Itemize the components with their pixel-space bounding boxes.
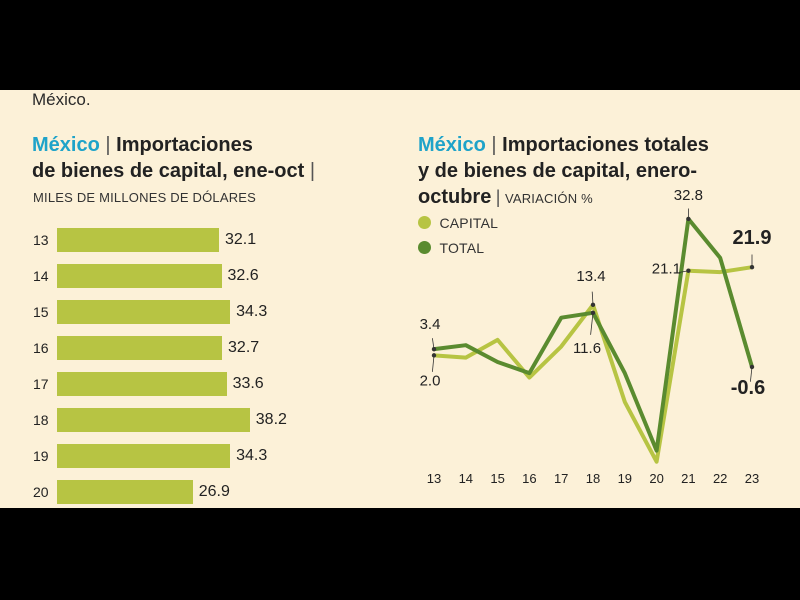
right-chart-title-line3: octubre | VARIACIÓN % xyxy=(418,184,593,210)
intro-text: México. xyxy=(32,90,91,109)
infographic-panel: México. México | Importaciones de bienes… xyxy=(0,90,800,508)
bar-value-label: 34.3 xyxy=(236,303,268,320)
annotation-label: 2.0 xyxy=(420,372,441,389)
x-tick-label: 18 xyxy=(586,471,600,486)
bar-19 xyxy=(57,444,231,468)
bar-value-label: 26.9 xyxy=(198,483,230,500)
right-title-rest: Importaciones totales xyxy=(502,134,709,156)
bar-category-label: 17 xyxy=(33,376,49,392)
bar-14 xyxy=(57,264,222,288)
bar-category-label: 18 xyxy=(33,412,49,428)
x-tick-label: 14 xyxy=(459,471,473,486)
legend-item-capital: CAPITAL xyxy=(418,214,498,232)
x-tick-label: 21 xyxy=(681,471,695,486)
bar-18 xyxy=(57,408,250,432)
bar-15 xyxy=(57,300,231,324)
legend-capital-label: CAPITAL xyxy=(439,214,499,231)
bar-13 xyxy=(57,228,219,252)
annotation-point xyxy=(686,216,691,222)
legend-item-total: TOTAL xyxy=(418,239,484,257)
left-title-line2-text: de bienes de capital, ene-oct xyxy=(32,160,305,182)
annotation-label: -0.6 xyxy=(731,377,765,399)
left-title-separator: | xyxy=(105,134,111,156)
legend-total-dot xyxy=(418,241,431,255)
annotation-point xyxy=(749,364,755,370)
left-title-accent: México xyxy=(32,134,100,156)
bar-value-label: 32.1 xyxy=(225,231,257,248)
right-title-line3-separator: | xyxy=(495,187,501,207)
right-chart-title-line2: y de bienes de capital, enero- xyxy=(418,160,697,182)
right-title-line3-bold: octubre xyxy=(418,186,492,208)
legend-capital-dot xyxy=(418,216,431,230)
bar-category-label: 14 xyxy=(33,268,49,284)
bar-20 xyxy=(57,480,193,504)
x-tick-label: 23 xyxy=(745,471,759,486)
line-chart: 13 14 15 16 17 18 19 20 21 22 23 3.4 2.0 13.4 11.6 21.1… xyxy=(420,187,772,486)
right-title-separator: | xyxy=(491,134,497,156)
x-tick-label: 15 xyxy=(490,471,504,486)
series-line-total xyxy=(432,216,754,453)
bar-16 xyxy=(57,336,223,360)
bar-value-label: 38.2 xyxy=(255,411,287,428)
annotation-leader xyxy=(432,355,435,372)
x-tick-label: 20 xyxy=(649,471,663,486)
bar-category-label: 16 xyxy=(33,340,49,356)
left-title-trailing-separator: | xyxy=(309,160,316,182)
left-chart-title-line2: de bienes de capital, ene-oct | xyxy=(32,158,315,184)
bar-value-label: 34.3 xyxy=(236,447,268,464)
annotation-leader xyxy=(591,291,594,305)
series-line-capital xyxy=(432,265,754,464)
bar-value-label: 33.6 xyxy=(232,375,264,392)
bar-category-label: 20 xyxy=(33,484,49,500)
bar-value-label: 32.7 xyxy=(228,339,260,356)
bar-category-label: 13 xyxy=(33,232,49,248)
left-chart-subtitle: MILES DE MILLONES DE DÓLARES xyxy=(33,190,257,205)
left-chart-title-line1: México | Importaciones xyxy=(32,132,253,158)
bar-17 xyxy=(57,372,227,396)
bar-category-label: 15 xyxy=(33,304,49,320)
annotation-point xyxy=(590,302,596,308)
annotation-label: 3.4 xyxy=(420,316,441,333)
x-tick-label: 17 xyxy=(554,471,568,486)
right-title-accent: México xyxy=(418,134,486,156)
legend-total-label: TOTAL xyxy=(439,239,485,256)
annotation-point xyxy=(749,264,755,270)
annotation-label: 21.9 xyxy=(733,227,772,249)
right-chart-title-line1: México | Importaciones totales xyxy=(418,132,709,158)
annotation-point xyxy=(431,346,437,352)
annotation-point xyxy=(431,353,437,358)
annotation-label: 32.8 xyxy=(674,187,703,204)
bar-category-label: 19 xyxy=(33,448,49,464)
x-tick-label: 22 xyxy=(713,471,727,486)
x-tick-label: 16 xyxy=(522,471,536,486)
bar-value-label: 32.6 xyxy=(227,267,259,284)
annotation-label: 13.4 xyxy=(576,268,605,285)
annotation-point xyxy=(686,268,691,273)
left-title-rest: Importaciones xyxy=(116,134,253,156)
right-title-unit: VARIACIÓN % xyxy=(504,191,593,206)
annotation-leader xyxy=(750,366,753,382)
annotation-label: 11.6 xyxy=(573,340,601,357)
annotation-point xyxy=(590,310,596,316)
annotation-label: 21.1 xyxy=(652,261,681,278)
annotation-leader xyxy=(590,312,594,335)
x-tick-label: 19 xyxy=(618,471,632,486)
x-tick-label: 13 xyxy=(427,471,441,486)
